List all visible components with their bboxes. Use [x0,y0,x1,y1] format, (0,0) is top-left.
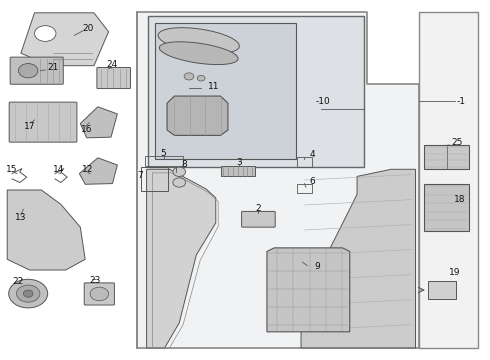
Polygon shape [7,190,85,270]
Text: -10: -10 [316,97,330,106]
Polygon shape [21,13,109,66]
Text: 2: 2 [255,204,261,213]
Bar [147,16,365,167]
Text: 16: 16 [81,125,93,134]
FancyBboxPatch shape [10,57,63,84]
Text: 24: 24 [107,60,118,69]
Circle shape [19,64,38,78]
Polygon shape [137,12,419,348]
Ellipse shape [158,28,239,54]
Text: 11: 11 [208,82,219,91]
Text: 5: 5 [161,149,167,158]
Circle shape [197,75,205,81]
FancyBboxPatch shape [97,67,130,89]
FancyBboxPatch shape [242,211,275,227]
Text: 6: 6 [309,177,315,186]
Text: 14: 14 [53,166,65,175]
Text: 22: 22 [13,277,24,286]
Polygon shape [79,158,117,184]
Text: 25: 25 [451,138,463,147]
Text: 13: 13 [15,213,26,222]
FancyBboxPatch shape [84,283,115,305]
Polygon shape [80,107,117,138]
Text: 20: 20 [82,24,94,33]
Bar [141,167,168,191]
Text: 9: 9 [314,262,320,271]
Circle shape [24,290,33,297]
Text: 21: 21 [48,63,59,72]
Bar [419,12,478,348]
Text: 4: 4 [309,150,315,159]
Circle shape [9,279,48,308]
Polygon shape [267,248,350,332]
Bar [155,23,296,158]
Bar [297,157,312,167]
Circle shape [184,73,194,80]
Ellipse shape [159,42,238,64]
Bar [428,282,456,298]
Text: 18: 18 [454,195,465,204]
Polygon shape [301,169,416,348]
Text: 17: 17 [24,122,35,131]
Text: 19: 19 [449,268,460,277]
Text: 12: 12 [82,166,94,175]
Text: 3: 3 [236,158,242,167]
Bar [424,184,469,231]
Circle shape [90,287,109,301]
Text: 23: 23 [89,276,100,285]
Bar [424,145,469,168]
Bar [145,157,183,166]
Circle shape [173,178,186,187]
Bar [220,166,255,176]
Polygon shape [167,96,228,135]
Circle shape [34,26,56,41]
Circle shape [17,285,40,302]
Bar [297,184,312,193]
Circle shape [173,167,186,176]
Polygon shape [147,169,216,348]
FancyBboxPatch shape [9,102,77,142]
Text: 15: 15 [6,166,18,175]
Text: 8: 8 [181,160,187,169]
Text: -1: -1 [456,97,465,106]
Text: 7: 7 [137,171,143,180]
